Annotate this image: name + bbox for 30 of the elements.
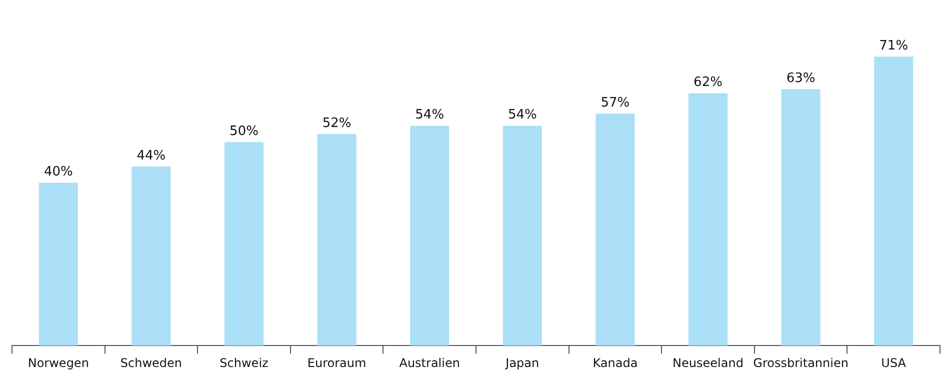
data-label: 57% xyxy=(600,95,630,110)
x-tick-label: Euroraum xyxy=(307,356,366,370)
bar xyxy=(502,126,542,346)
x-tick-label: Japan xyxy=(504,356,540,370)
data-label: 54% xyxy=(508,108,537,123)
data-label: 63% xyxy=(786,71,816,86)
data-label: 52% xyxy=(322,116,352,131)
data-label: 44% xyxy=(136,148,166,164)
x-tick-label: Neuseeland xyxy=(672,356,744,370)
x-tick-label: Schweiz xyxy=(220,356,268,370)
x-tick-label: USA xyxy=(881,356,907,370)
bar xyxy=(781,89,820,346)
x-tick-label: Grossbritannien xyxy=(753,356,848,370)
bar xyxy=(596,114,635,346)
x-tick-label: Kanada xyxy=(592,356,638,370)
bar xyxy=(132,166,171,346)
bar xyxy=(410,126,450,346)
bar xyxy=(874,56,914,346)
x-tick-label: Schweden xyxy=(120,356,182,370)
x-tick-label: Norwegen xyxy=(28,356,89,370)
data-label: 62% xyxy=(694,75,722,90)
bar xyxy=(224,142,264,346)
bar xyxy=(317,134,356,346)
data-label: 40% xyxy=(44,164,73,180)
bar xyxy=(38,182,78,346)
bar xyxy=(688,93,728,346)
data-label: 71% xyxy=(879,38,908,54)
data-label: 50% xyxy=(230,124,258,139)
x-tick-label: Australien xyxy=(399,356,460,370)
data-label: 54% xyxy=(415,108,444,123)
